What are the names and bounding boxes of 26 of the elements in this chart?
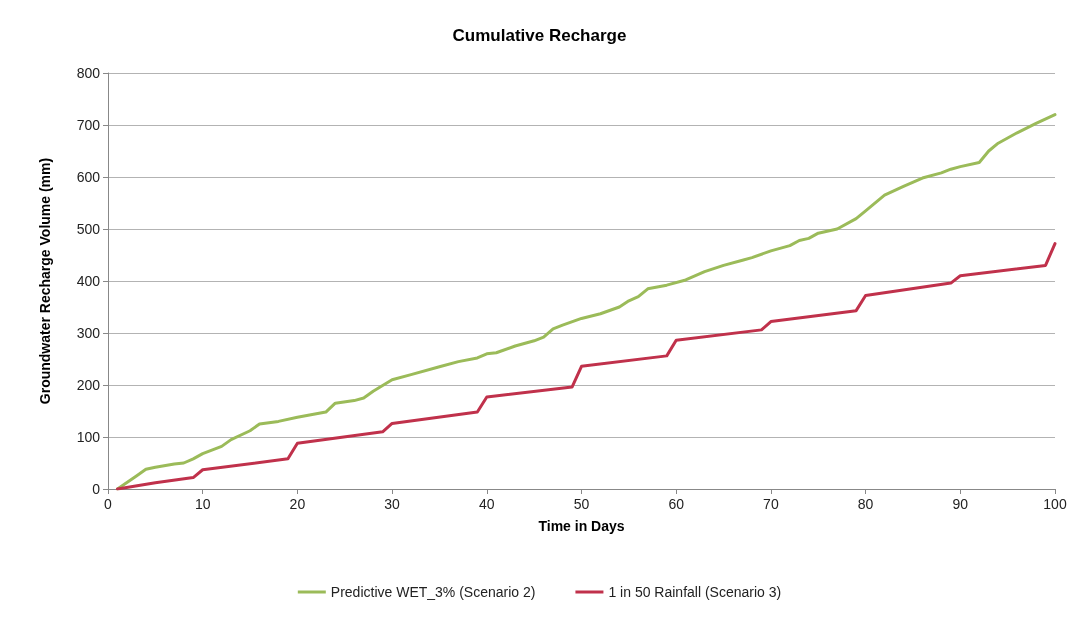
x-tick-label: 30: [384, 496, 401, 512]
y-tick-label: 0: [92, 481, 101, 497]
x-tick-label: 60: [668, 496, 685, 512]
line-series: [115, 242, 1057, 491]
x-tick-label: 80: [857, 496, 874, 512]
x-tick-label: 100: [1043, 496, 1067, 512]
x-tick-label: 50: [573, 496, 590, 512]
y-tick-label: 300: [76, 325, 101, 341]
y-tick-label: 200: [76, 377, 101, 393]
x-tick-label: 70: [763, 496, 779, 512]
y-tick-label: 700: [76, 117, 101, 133]
x-tick-label: 10: [194, 496, 211, 512]
y-tick-label: 100: [76, 429, 101, 445]
legend-label: 1 in 50 Rainfall (Scenario 3): [608, 584, 782, 600]
y-tick-label: 800: [76, 65, 101, 81]
y-axis-title: Groundwater Recharge Volume (mm): [37, 157, 53, 405]
y-tick-label: 600: [76, 169, 101, 185]
x-tick-label: 90: [952, 496, 969, 512]
x-axis-title: Time in Days: [538, 518, 625, 534]
y-tick-label: 500: [76, 221, 101, 237]
legend-label: Predictive WET_3% (Scenario 2): [330, 584, 536, 600]
x-tick-label: 20: [289, 496, 306, 512]
x-tick-label: 0: [104, 496, 113, 512]
x-tick-label: 40: [479, 496, 495, 512]
y-tick-label: 400: [76, 273, 101, 289]
chart-title: Cumulative Recharge: [452, 26, 627, 45]
